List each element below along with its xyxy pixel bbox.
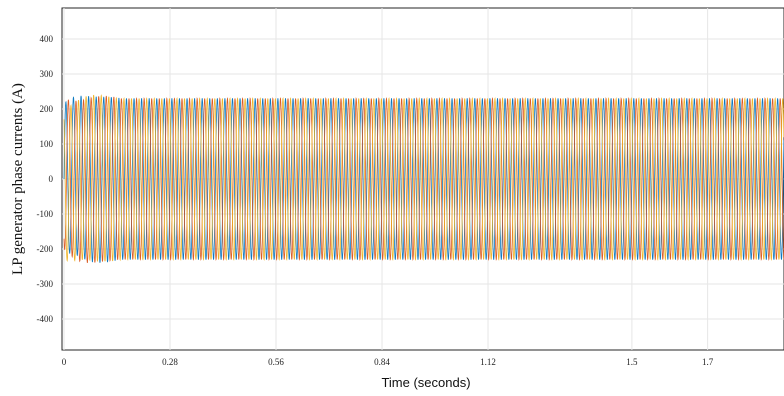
x-tick-label: 0.56	[268, 357, 284, 367]
y-tick-label: 200	[40, 104, 54, 114]
x-tick-label: 1.5	[626, 357, 638, 367]
series-line-phase-1	[63, 95, 784, 263]
x-tick-label: 0	[62, 357, 67, 367]
y-tick-label: 300	[40, 69, 54, 79]
series-line-phase-3	[63, 94, 784, 263]
y-tick-label: -100	[37, 209, 54, 219]
y-tick-label: 0	[49, 174, 54, 184]
y-tick-label: -200	[37, 244, 54, 254]
y-axis-label: LP generator phase currents (A)	[10, 83, 26, 275]
y-tick-labels: 400 300 200 100 0 -100 -200 -300 -400	[37, 34, 54, 324]
x-tick-label: 0.28	[162, 357, 178, 367]
y-tick-label: -400	[37, 314, 54, 324]
x-tick-labels: 0 0.28 0.56 0.84 1.12 1.5 1.7	[62, 357, 714, 367]
y-tick-label: 100	[40, 139, 54, 149]
x-tick-label: 0.84	[374, 357, 390, 367]
x-tick-label: 1.12	[480, 357, 496, 367]
x-axis-label: Time (seconds)	[381, 375, 470, 390]
y-tick-label: -300	[37, 279, 54, 289]
y-tick-label: 400	[40, 34, 54, 44]
series-group	[63, 94, 784, 263]
x-tick-label: 1.7	[702, 357, 714, 367]
